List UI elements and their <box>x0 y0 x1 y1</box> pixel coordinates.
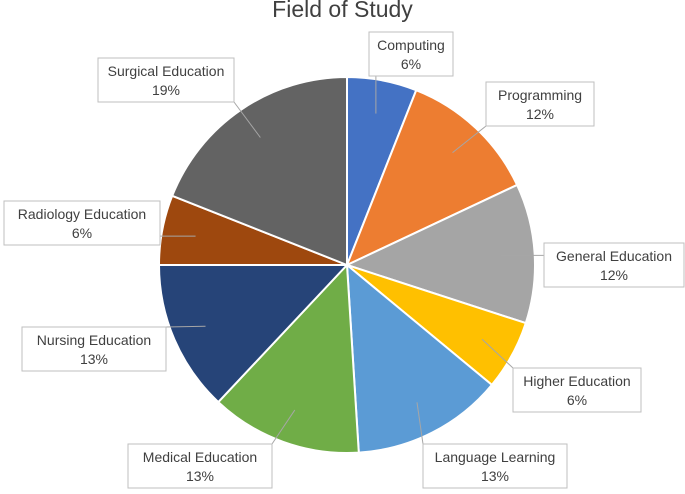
callout-box-nursing-education <box>21 326 167 372</box>
data-label-category-language-learning: Language Learning <box>435 449 556 465</box>
data-label-value-language-learning: 13% <box>481 468 509 484</box>
data-label-value-nursing-education: 13% <box>80 351 108 367</box>
data-label-value-higher-education: 6% <box>567 392 587 408</box>
data-label-category-higher-education: Higher Education <box>523 373 630 389</box>
pie-slice-nursing-education <box>157 264 350 404</box>
pie-slice-surgical-education <box>170 75 348 267</box>
data-label-category-nursing-education: Nursing Education <box>37 332 151 348</box>
pie-slice-language-learning <box>345 262 494 454</box>
leader-line-higher-education <box>481 338 514 369</box>
pie-slice-medical-education <box>216 262 360 454</box>
data-label-value-general-education: 12% <box>600 267 628 283</box>
data-label-category-medical-education: Medical Education <box>143 449 257 465</box>
callout-box-programming <box>485 81 595 127</box>
leader-line-nursing-education <box>165 325 206 328</box>
data-label-category-surgical-education: Surgical Education <box>108 63 225 79</box>
leader-line-medical-education <box>271 409 296 445</box>
callout-box-language-learning <box>422 443 568 489</box>
chart-title: Field of Study <box>272 0 413 22</box>
callout-box-medical-education <box>127 443 273 489</box>
callout-box-surgical-education <box>97 57 235 103</box>
data-label-category-programming: Programming <box>498 87 582 103</box>
callout-box-computing <box>368 31 454 77</box>
leader-line-language-learning <box>416 402 424 445</box>
leader-line-programming <box>452 125 487 154</box>
data-label-value-computing: 6% <box>401 56 421 72</box>
data-label-value-programming: 12% <box>526 106 554 122</box>
data-label-value-radiology-education: 6% <box>72 225 92 241</box>
data-label-category-general-education: General Education <box>556 248 672 264</box>
pie-slice-programming <box>345 88 519 267</box>
pie-slice-general-education <box>344 183 536 325</box>
data-label-category-computing: Computing <box>377 37 445 53</box>
data-label-value-surgical-education: 19% <box>152 82 180 98</box>
leader-line-surgical-education <box>233 101 261 138</box>
data-label-category-radiology-education: Radiology Education <box>18 206 146 222</box>
callout-box-radiology-education <box>3 200 161 246</box>
callout-box-higher-education <box>512 367 642 413</box>
data-label-value-medical-education: 13% <box>186 468 214 484</box>
callout-box-general-education <box>543 242 685 288</box>
